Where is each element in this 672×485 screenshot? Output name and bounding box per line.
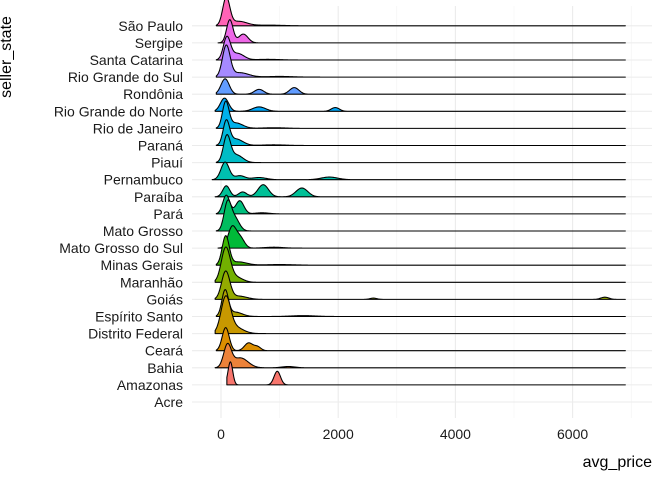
ridge-mato-grosso-do-sul <box>217 225 626 249</box>
ridge-distrito-federal <box>214 295 626 335</box>
y-tick-label: Maranhão <box>120 274 183 290</box>
y-axis-title: seller_state <box>0 16 15 98</box>
y-tick-label: Rondônia <box>123 86 183 102</box>
x-tick-labels: 0 2000 4000 6000 <box>217 426 588 442</box>
x-tick-label: 2000 <box>323 426 354 442</box>
ridge-goi-s <box>214 270 626 300</box>
ridge-mato-grosso <box>215 199 626 232</box>
x-axis-title: avg_price <box>583 454 652 471</box>
y-tick-label: Bahia <box>147 360 183 376</box>
y-tick-label: Distrito Federal <box>88 326 183 342</box>
y-tick-label: Minas Gerais <box>101 257 183 273</box>
y-tick-label: Ceará <box>145 343 183 359</box>
ridge-minas-gerais <box>215 235 626 266</box>
ridge-bahia <box>214 342 626 369</box>
y-tick-label: Pernambuco <box>104 172 184 188</box>
ridge-par- <box>215 194 626 215</box>
ridge-rio-grande-do-norte <box>214 97 626 112</box>
y-tick-label: Acre <box>154 394 183 410</box>
y-tick-label: Mato Grosso <box>103 223 183 239</box>
y-tick-label: Mato Grosso do Sul <box>59 240 183 256</box>
y-tick-label: Espírito Santo <box>95 309 183 325</box>
y-tick-label: Paraná <box>138 138 183 154</box>
ridge-layer <box>211 0 626 386</box>
x-tick-label: 0 <box>217 426 225 442</box>
y-tick-label: Goiás <box>146 291 183 307</box>
grid-layer <box>192 6 652 418</box>
ridge-paran- <box>215 119 626 147</box>
y-tick-label: Paraíba <box>134 189 183 205</box>
ridge-s-o-paulo <box>215 0 626 27</box>
x-tick-label: 4000 <box>440 426 471 442</box>
y-tick-label: Sergipe <box>135 35 183 51</box>
y-tick-label: Pará <box>153 206 183 222</box>
ridge-rio-grande-do-sul <box>215 44 626 78</box>
y-tick-label: Rio Grande do Sul <box>68 69 183 85</box>
ridge-cear- <box>215 327 626 352</box>
ridge-maranh-o <box>214 246 626 283</box>
ridge-piau- <box>215 134 626 164</box>
y-tick-label: Santa Catarina <box>90 52 184 68</box>
x-tick-label: 6000 <box>557 426 588 442</box>
ridge-sergipe <box>217 19 626 44</box>
y-tick-label: São Paulo <box>118 18 183 34</box>
ridge-amazonas <box>226 361 626 386</box>
ridge-para-ba <box>214 184 626 198</box>
ridge-santa-catarina <box>215 35 626 61</box>
ridge-esp-rito-santo <box>215 289 626 318</box>
y-tick-label: Rio de Janeiro <box>93 120 183 136</box>
ridge-rio-de-janeiro <box>215 100 626 129</box>
ridge-pernambuco <box>211 161 626 181</box>
ridge-rond-nia <box>215 78 626 95</box>
y-tick-label: Piauí <box>151 155 183 171</box>
y-tick-label: Amazonas <box>117 377 183 393</box>
y-tick-label: Rio Grande do Norte <box>54 103 183 119</box>
